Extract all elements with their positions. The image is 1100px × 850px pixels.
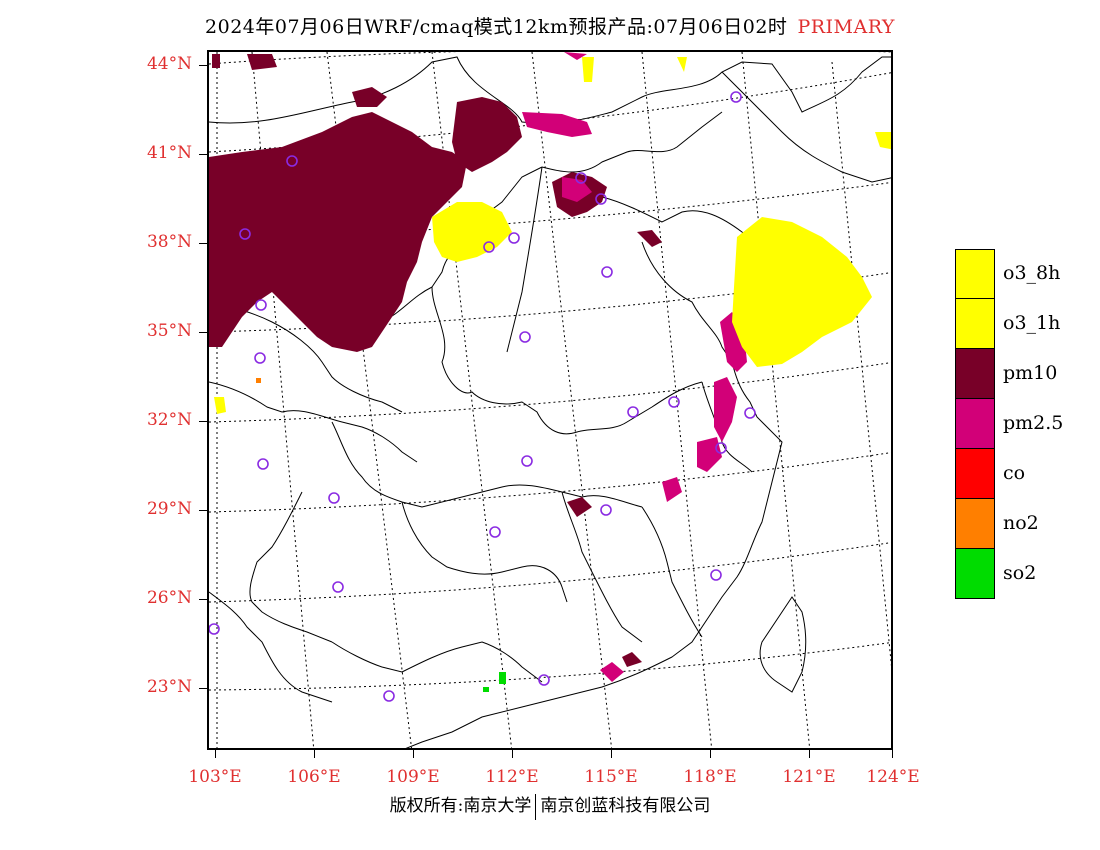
lon-tick	[611, 750, 612, 758]
legend-label: o3_1h	[1003, 312, 1061, 334]
lon-tick	[809, 750, 810, 758]
copyright-divider	[535, 793, 537, 820]
station-marker	[575, 172, 587, 184]
map-title: 2024年07月06日WRF/cmaq模式12km预报产品:07月06日02时 P…	[0, 12, 1100, 39]
lat-label-38: 38°N	[146, 232, 192, 252]
legend-swatch	[955, 499, 995, 549]
station-marker	[328, 492, 340, 504]
lat-label-41: 41°N	[146, 143, 192, 163]
station-marker	[332, 581, 344, 593]
station-marker	[257, 458, 269, 470]
lon-label-118: 118°E	[683, 767, 737, 787]
lon-label-121: 121°E	[782, 767, 836, 787]
lat-label-44: 44°N	[146, 54, 192, 74]
station-marker	[595, 193, 607, 205]
map-canvas	[209, 52, 891, 748]
lat-label-29: 29°N	[146, 499, 192, 519]
legend-label: so2	[1003, 562, 1037, 584]
lat-tick	[199, 332, 207, 333]
lon-label-112: 112°E	[485, 767, 539, 787]
station-marker	[209, 623, 220, 635]
station-markers	[209, 91, 756, 702]
lon-tick	[314, 750, 315, 758]
so2-field	[483, 672, 506, 692]
lat-tick	[199, 599, 207, 600]
station-marker	[483, 241, 495, 253]
lat-tick	[199, 421, 207, 422]
legend-swatch	[955, 299, 995, 349]
copyright-right: 南京创蓝科技有限公司	[540, 796, 711, 816]
legend-swatch	[955, 249, 995, 299]
pm25-field	[522, 52, 747, 682]
legend-item-so2: so2	[955, 549, 1075, 599]
legend-swatch	[955, 449, 995, 499]
station-marker	[538, 674, 550, 686]
o3-field	[214, 57, 891, 414]
legend: o3_8h o3_1h pm10 pm2.5 co no2 so2	[955, 249, 1075, 599]
station-marker	[521, 455, 533, 467]
lat-tick	[199, 65, 207, 66]
legend-label: co	[1003, 462, 1026, 484]
legend-swatch	[955, 349, 995, 399]
station-marker	[508, 232, 520, 244]
station-marker	[519, 331, 531, 343]
map-panel[interactable]	[207, 50, 893, 750]
station-marker	[627, 406, 639, 418]
lat-tick	[199, 154, 207, 155]
lon-tick	[710, 750, 711, 758]
legend-item-pm10: pm10	[955, 349, 1075, 399]
station-marker	[255, 299, 267, 311]
station-marker	[286, 155, 298, 167]
station-marker	[730, 91, 742, 103]
station-marker	[601, 266, 613, 278]
station-marker	[239, 228, 251, 240]
title-tag: PRIMARY	[797, 16, 895, 38]
lat-label-32: 32°N	[146, 410, 192, 430]
station-marker	[383, 690, 395, 702]
lat-tick	[199, 243, 207, 244]
lat-tick	[199, 510, 207, 511]
station-marker	[254, 352, 266, 364]
legend-item-co: co	[955, 449, 1075, 499]
station-marker	[715, 442, 727, 454]
lat-label-26: 26°N	[146, 588, 192, 608]
lon-tick	[892, 750, 893, 758]
legend-label: no2	[1003, 512, 1039, 534]
legend-label: o3_8h	[1003, 262, 1061, 284]
lon-tick	[512, 750, 513, 758]
copyright-left: 版权所有:南京大学	[389, 796, 532, 816]
lon-label-109: 109°E	[386, 767, 440, 787]
lat-label-23: 23°N	[146, 677, 192, 697]
no2-field	[256, 378, 261, 383]
lon-tick	[215, 750, 216, 758]
lon-label-103: 103°E	[188, 767, 242, 787]
lon-tick	[413, 750, 414, 758]
lat-label-35: 35°N	[146, 321, 192, 341]
legend-swatch	[955, 399, 995, 449]
lon-label-115: 115°E	[584, 767, 638, 787]
lon-label-106: 106°E	[287, 767, 341, 787]
legend-item-no2: no2	[955, 499, 1075, 549]
legend-swatch	[955, 549, 995, 599]
legend-label: pm10	[1003, 362, 1058, 384]
legend-label: pm2.5	[1003, 412, 1064, 434]
legend-item-pm25: pm2.5	[955, 399, 1075, 449]
legend-item-o3-1h: o3_1h	[955, 299, 1075, 349]
title-main: 2024年07月06日WRF/cmaq模式12km预报产品:07月06日02时	[205, 16, 788, 38]
lat-tick	[199, 688, 207, 689]
station-marker	[710, 569, 722, 581]
lon-label-124: 124°E	[866, 767, 920, 787]
copyright-footer: 版权所有:南京大学 南京创蓝科技有限公司	[0, 791, 1100, 820]
station-marker	[489, 526, 501, 538]
station-marker	[600, 504, 612, 516]
station-marker	[744, 407, 756, 419]
station-marker	[668, 396, 680, 408]
legend-item-o3-8h: o3_8h	[955, 249, 1075, 299]
